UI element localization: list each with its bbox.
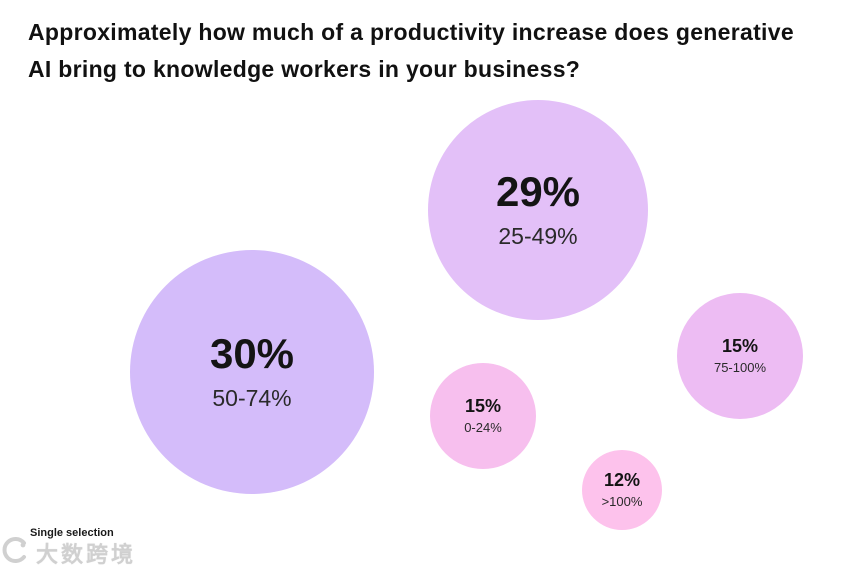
bubble-value-label: 15%: [721, 336, 759, 357]
bubble-50-74: 30% 50-74%: [130, 250, 374, 494]
bubble-value-label: 30%: [209, 330, 295, 378]
bubble-value-label: 29%: [495, 168, 581, 216]
single-selection-note: Single selection: [30, 527, 114, 539]
bubble-category-label: 75-100%: [713, 359, 767, 375]
bubble-category-label: 25-49%: [498, 222, 578, 249]
watermark-text: 大数跨境: [36, 541, 137, 567]
bubble-category-label: 50-74%: [212, 384, 292, 411]
bubble-75-100: 15% 75-100%: [677, 293, 803, 419]
bubble-category-label: 0-24%: [464, 419, 502, 435]
watermark-logo-icon: [2, 536, 30, 569]
bubble-25-49: 29% 25-49%: [428, 100, 648, 320]
bubble-value-label: 15%: [464, 396, 502, 417]
question-title-line2: AI bring to knowledge workers in your bu…: [28, 56, 581, 82]
bubble-category-label: >100%: [601, 493, 643, 509]
question-title: Approximately how much of a productivity…: [28, 14, 848, 88]
bubble-0-24: 15% 0-24%: [430, 363, 536, 469]
question-title-line1: Approximately how much of a productivity…: [28, 19, 794, 45]
bubble-gt100: 12% >100%: [582, 450, 662, 530]
watermark: 大数跨境: [2, 536, 136, 569]
bubble-value-label: 12%: [603, 470, 641, 491]
